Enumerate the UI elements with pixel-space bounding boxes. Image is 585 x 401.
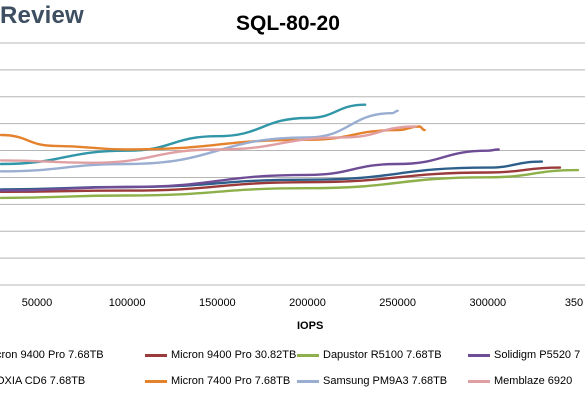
x-tick-label: 300000 [469,297,506,309]
series-lines [0,103,580,200]
legend-swatch [297,353,319,357]
legend: cron 9400 Pro 7.68TB Micron 9400 Pro 30.8… [0,345,585,401]
legend-label: OXIA CD6 7.68TB [0,375,86,387]
x-tick-label: 200000 [289,297,326,309]
legend-label: cron 9400 Pro 7.68TB [0,349,104,361]
legend-label: Memblaze 6920 [494,375,573,387]
legend-swatch [145,379,167,383]
legend-label: Solidigm P5520 7 [494,349,581,361]
legend-swatch [297,379,319,383]
legend-label: Micron 7400 Pro 7.68TB [171,375,291,387]
legend-item: Micron 7400 Pro 7.68TB [145,375,290,387]
legend-item: Micron 9400 Pro 30.82TB [145,349,296,361]
site-logo: Review [0,2,84,29]
series-line-4 [0,148,500,192]
x-tick-label: 50000 [22,297,53,309]
series-line-8 [0,125,417,165]
x-axis-title: IOPS [297,320,324,332]
legend-item: Memblaze 6920 [468,375,572,387]
series-line-5 [0,103,367,166]
x-tick-label: 350 [565,297,583,309]
series-line-3 [0,168,580,200]
legend-item: OXIA CD6 7.68TB [0,375,85,387]
series-line-6 [0,125,426,151]
legend-item: Dapustor R5100 7.68TB [297,349,442,361]
legend-swatch [468,353,490,357]
legend-item: Solidigm P5520 7 [468,349,580,361]
legend-item: cron 9400 Pro 7.68TB [0,349,104,361]
series-line-2 [0,166,562,193]
line-chart: 50000 100000 150000 200000 250000 300000 350 [0,42,585,309]
x-tick-label: 250000 [379,297,416,309]
x-tick-labels: 50000 100000 150000 200000 250000 300000 350 [22,297,583,309]
chart-title: SQL-80-20 [236,12,340,35]
legend-label: Micron 9400 Pro 30.82TB [171,349,297,361]
legend-swatch [468,379,490,383]
x-tick-label: 150000 [199,297,236,309]
grid-lines [0,42,585,286]
x-tick-label: 100000 [109,297,146,309]
legend-item: Samsung PM9A3 7.68TB [297,375,447,387]
legend-swatch [145,353,167,357]
legend-label: Samsung PM9A3 7.68TB [323,375,448,387]
series-line-7 [0,109,399,173]
legend-label: Dapustor R5100 7.68TB [323,349,442,361]
